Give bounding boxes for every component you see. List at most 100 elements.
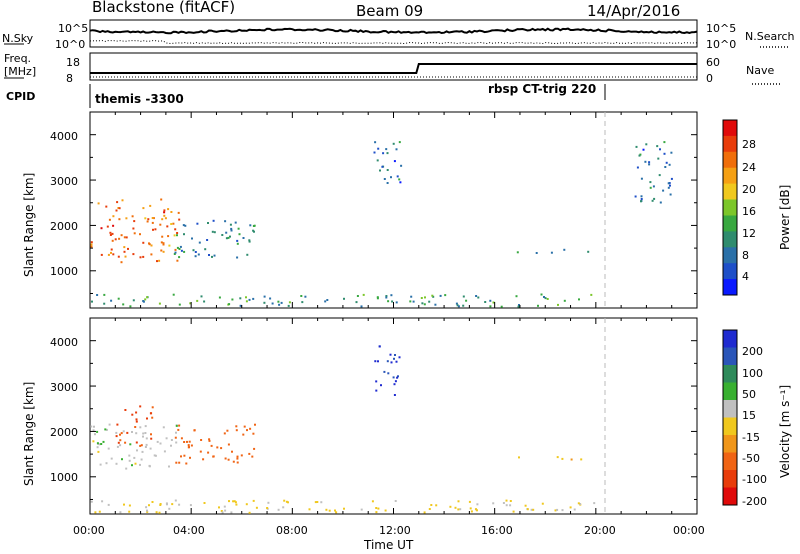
heatmap-cell [168,507,171,510]
heatmap-cell [233,500,236,503]
heatmap-cell [355,301,358,304]
heatmap-cell [667,186,670,189]
heatmap-cell [119,444,122,447]
heatmap-cell [360,305,363,308]
heatmap-cell [159,504,162,506]
heatmap-cell [151,406,154,409]
heatmap-cell [124,255,127,258]
heatmap-cell [121,458,123,461]
heatmap-cell [150,437,153,440]
heatmap-cell [266,507,269,509]
heatmap-cell [142,241,145,244]
heatmap-cell [183,250,186,253]
power-panel-frame [89,111,698,309]
heatmap-cell [232,460,235,463]
power-colorbar-frame [722,119,738,296]
heatmap-cell [651,199,654,202]
heatmap-cell [131,464,133,467]
colorbar-segment [723,330,737,348]
heatmap-cell [102,440,105,443]
heatmap-cell [123,246,126,249]
station-title: Blackstone (fitACF) [92,0,236,16]
heatmap-cell [168,244,171,247]
heatmap-cell [569,506,572,509]
colorbar-segment [723,231,737,248]
heatmap-cell [636,166,639,169]
heatmap-cell [186,440,188,443]
heatmap-cell [224,220,227,223]
velocity-cb-tick: 200 [742,345,763,358]
heatmap-cell [343,507,345,510]
heatmap-cell [173,253,176,255]
power-colorbar [723,120,737,296]
heatmap-cell [139,233,141,236]
heatmap-cell [396,376,399,379]
heatmap-cell [235,429,238,432]
heatmap-cell [301,301,304,304]
heatmap-cell [94,433,96,436]
heatmap-cell [658,174,661,177]
heatmap-cell [190,444,193,447]
heatmap-cell [434,303,437,306]
heatmap-cell [174,499,177,502]
heatmap-cell [517,305,520,308]
heatmap-cell [112,224,115,227]
heatmap-cell [455,302,458,305]
heatmap-cell [223,432,226,435]
heatmap-cell [125,217,128,220]
heatmap-cell [255,506,258,509]
heatmap-cell [435,504,438,507]
heatmap-cell [398,178,401,181]
heatmap-cell [640,200,642,203]
heatmap-cell [104,428,107,431]
nsky-panel-frame [89,19,698,48]
heatmap-cell [154,228,157,231]
heatmap-cell [236,457,239,460]
colorbar-segment [723,382,737,401]
colorbar-segment [723,487,737,506]
heatmap-cell [229,235,231,238]
heatmap-cell [399,181,402,184]
nsearch-label: N.Search [745,30,795,43]
heatmap-cell [657,157,660,160]
heatmap-cell [656,145,659,148]
heatmap-cell [642,148,645,151]
heatmap-cell [176,232,179,234]
heatmap-cell [142,255,145,258]
heatmap-cell [492,502,495,505]
heatmap-cell [105,205,108,208]
velocity-ytick: 3000 [50,381,78,394]
heatmap-cell [475,295,478,297]
heatmap-cell [199,450,202,453]
heatmap-cell [554,509,557,512]
colorbar-segment [723,199,737,216]
heatmap-cell [115,462,118,465]
heatmap-cell [382,152,385,155]
heatmap-cell [120,432,123,435]
heatmap-cell [152,228,154,231]
heatmap-cell [235,425,238,428]
heatmap-cell [287,501,289,504]
heatmap-cell [105,428,108,431]
heatmap-cell [115,209,118,212]
heatmap-cell [105,462,108,465]
heatmap-cell [505,499,508,502]
power-heatmap-marks [90,141,673,308]
heatmap-cell [120,234,123,237]
heatmap-cell [360,508,363,511]
heatmap-cell [144,446,147,448]
heatmap-cell [227,458,230,461]
heatmap-cell [590,293,593,296]
heatmap-cell [652,185,655,188]
heatmap-cell [191,237,193,240]
heatmap-cell [383,370,386,373]
heatmap-cell [477,296,480,299]
power-cb-tick: 24 [742,161,756,174]
heatmap-cell [131,413,134,416]
heatmap-cell [184,224,187,227]
heatmap-cell [320,501,323,504]
heatmap-cell [328,509,331,512]
heatmap-cell [645,143,648,146]
heatmap-cell [187,444,190,447]
heatmap-cell [175,441,178,444]
